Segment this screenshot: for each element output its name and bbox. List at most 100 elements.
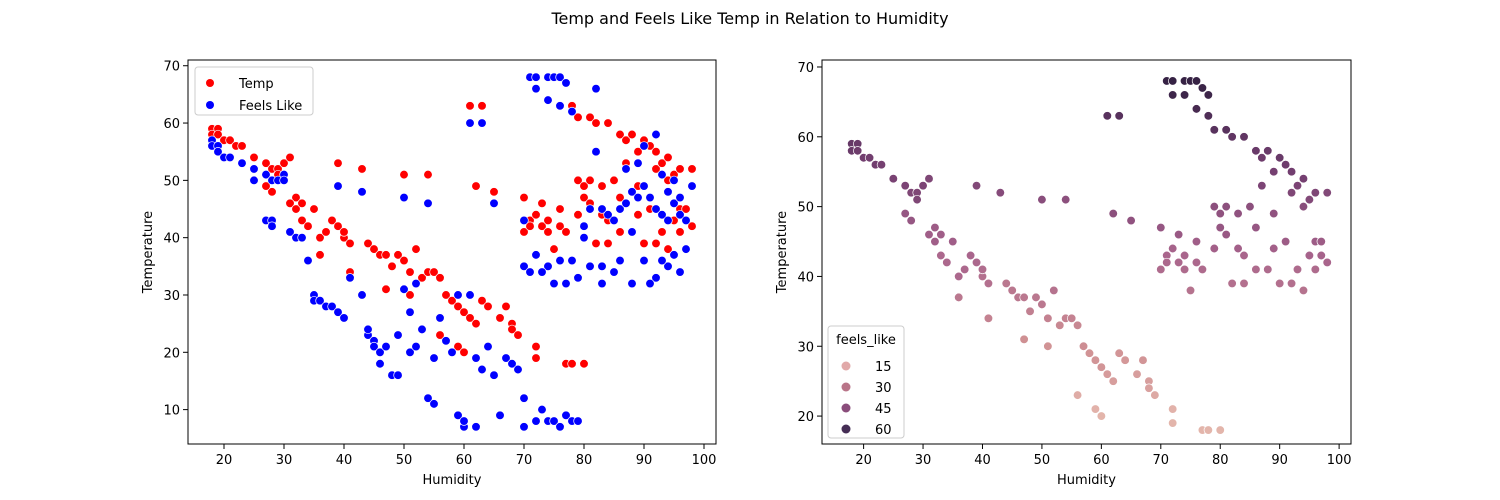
- data-point: [573, 273, 583, 283]
- data-point: [1144, 383, 1154, 393]
- data-point: [531, 341, 541, 352]
- data-point: [531, 353, 541, 363]
- data-point: [237, 141, 247, 151]
- data-point: [669, 175, 679, 186]
- data-point: [930, 222, 940, 233]
- right-x-tick-label: 100: [1327, 453, 1352, 468]
- data-point: [954, 292, 964, 303]
- data-point: [567, 359, 577, 369]
- data-point: [375, 347, 385, 357]
- data-point: [393, 250, 403, 260]
- data-point: [1286, 167, 1297, 177]
- legend-marker: [841, 361, 851, 371]
- data-point: [1203, 111, 1213, 121]
- data-point: [399, 169, 409, 180]
- data-point: [465, 101, 475, 111]
- data-point: [579, 192, 589, 203]
- data-point: [573, 112, 583, 122]
- data-point: [507, 359, 517, 369]
- data-point: [1322, 188, 1332, 198]
- left-y-tick-label: 30: [163, 289, 180, 304]
- data-point: [657, 169, 667, 180]
- data-point: [1209, 125, 1219, 135]
- right-scatter-panel: 20 30 40 50 60 70 80 90 100 20 30 40 50 60 70 Humidity T…: [775, 59, 1352, 488]
- data-point: [888, 174, 898, 184]
- data-point: [597, 181, 607, 191]
- data-point: [1275, 153, 1285, 163]
- right-x-tick-label: 50: [1034, 453, 1051, 468]
- data-point: [573, 210, 583, 220]
- data-point: [1233, 208, 1243, 219]
- legend-marker: [841, 403, 851, 413]
- data-point: [1162, 257, 1172, 268]
- data-point: [519, 227, 529, 237]
- data-point: [333, 158, 343, 168]
- left-scatter-panel: 20 30 40 50 60 70 80 90 100 10 20 30 40 50 60 70 Humidit…: [141, 59, 717, 488]
- data-point: [657, 158, 667, 168]
- data-point: [321, 227, 331, 237]
- data-point: [453, 410, 463, 420]
- data-point: [977, 264, 988, 275]
- data-point: [435, 330, 445, 340]
- data-point: [525, 267, 535, 277]
- data-point: [495, 313, 505, 323]
- data-point: [1251, 146, 1261, 156]
- data-point: [1096, 362, 1107, 372]
- data-point: [519, 422, 529, 432]
- left-x-tick-label: 60: [456, 453, 473, 468]
- data-point: [906, 215, 916, 226]
- data-point: [1221, 201, 1231, 212]
- data-point: [1257, 153, 1267, 163]
- left-legend: Temp Feels Like: [194, 66, 314, 116]
- data-point: [1298, 201, 1309, 212]
- data-point: [627, 129, 637, 140]
- right-x-tick-label: 40: [974, 453, 991, 468]
- data-point: [591, 238, 601, 249]
- data-point: [627, 227, 637, 237]
- data-point: [411, 278, 421, 289]
- data-point: [213, 147, 223, 157]
- data-point: [1316, 250, 1326, 261]
- left-x-tick-label: 80: [576, 453, 593, 468]
- data-point: [651, 164, 661, 174]
- data-point: [918, 181, 928, 191]
- left-y-tick-label: 50: [163, 174, 180, 189]
- data-point: [663, 187, 673, 197]
- data-point: [423, 169, 433, 180]
- data-point: [435, 273, 445, 283]
- data-point: [1221, 125, 1231, 135]
- data-point: [261, 169, 271, 180]
- data-point: [429, 353, 439, 363]
- data-point: [303, 221, 313, 231]
- left-y-tick-label: 60: [163, 117, 180, 132]
- data-point: [363, 324, 373, 335]
- left-x-tick-label: 50: [396, 453, 413, 468]
- data-point: [531, 210, 541, 220]
- data-point: [669, 198, 679, 208]
- data-point: [983, 278, 994, 289]
- data-point: [627, 187, 637, 197]
- data-point: [423, 393, 433, 403]
- data-point: [1191, 236, 1202, 247]
- data-point: [429, 267, 439, 277]
- data-point: [1215, 208, 1225, 219]
- data-point: [297, 233, 307, 243]
- data-point: [345, 238, 355, 249]
- data-point: [965, 250, 976, 261]
- right-y-tick-label: 60: [797, 131, 814, 146]
- data-point: [381, 250, 391, 260]
- data-point: [1292, 181, 1303, 191]
- data-point: [1286, 188, 1297, 198]
- data-point: [585, 261, 595, 271]
- data-point: [279, 158, 289, 168]
- data-point: [465, 313, 475, 323]
- data-point: [615, 227, 625, 237]
- data-point: [465, 118, 475, 128]
- legend-box: [194, 66, 314, 116]
- legend-label: Temp: [238, 77, 274, 92]
- data-point: [567, 255, 577, 266]
- data-point: [615, 255, 625, 266]
- data-point: [615, 204, 625, 214]
- data-point: [489, 198, 499, 208]
- data-point: [936, 229, 946, 240]
